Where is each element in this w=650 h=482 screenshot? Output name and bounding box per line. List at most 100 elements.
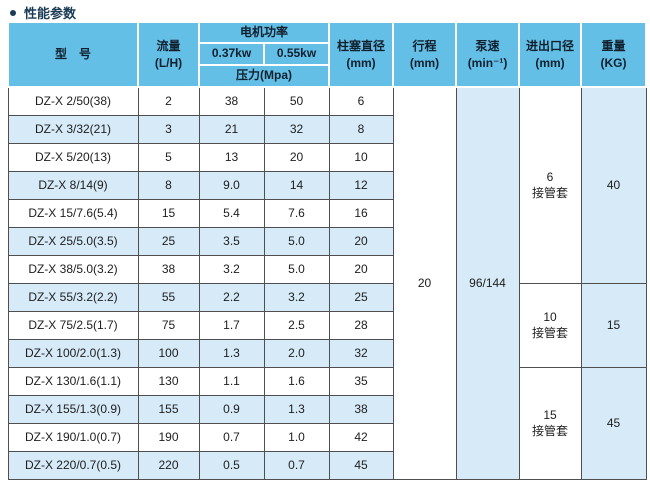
cell-power-037: 0.5: [198, 450, 265, 480]
cell-plunger: 20: [328, 226, 394, 256]
header-stroke: 行程 (mm): [392, 21, 458, 88]
header-flow-line1: 流量: [156, 39, 181, 54]
cell-power-037: 0.7: [198, 422, 265, 452]
cell-power-037: 3.2: [198, 254, 265, 284]
cell-power-037: 21: [198, 114, 265, 144]
header-power-037: 0.37kw: [198, 42, 265, 66]
cell-weight-group-3: 45: [580, 366, 647, 480]
table-header: 型 号 流量 (L/H) 电机功率 柱塞直径 (mm) 行程 (mm) 泵速 (…: [7, 21, 648, 88]
cell-power-037: 38: [198, 86, 265, 116]
header-plunger-line2: (mm): [346, 55, 376, 70]
cell-power-055: 3.2: [263, 282, 330, 312]
cell-power-037: 3.5: [198, 226, 265, 256]
cell-plunger: 42: [328, 422, 394, 452]
cell-port-group-3: 15 接管套: [518, 366, 582, 480]
cell-power-055: 5.0: [263, 254, 330, 284]
cell-flow: 3: [137, 114, 200, 144]
cell-model: DZ-X 38/5.0(3.2): [7, 254, 139, 284]
header-motor-power: 电机功率: [197, 21, 331, 44]
cell-flow: 8: [137, 170, 200, 200]
port-label: 接管套: [532, 424, 569, 438]
cell-plunger: 8: [328, 114, 394, 144]
table-row: DZ-X 38/5.0(3.2) 38 3.2 5.0 20: [7, 254, 646, 284]
header-port-diameter: 进出口径 (mm): [518, 21, 583, 88]
section-title: 性能参数: [10, 3, 76, 22]
table-row: DZ-X 8/14(9) 8 9.0 14 12: [7, 170, 646, 200]
cell-plunger: 45: [328, 450, 394, 480]
bullet-icon: [10, 9, 16, 16]
cell-flow: 55: [137, 282, 200, 312]
header-row-3: 压力(Mpa): [8, 64, 646, 88]
table-row: DZ-X 100/2.0(1.3) 100 1.3 2.0 32: [7, 338, 646, 368]
cell-flow: 155: [137, 394, 200, 424]
header-pump-speed: 泵速 (min⁻¹): [455, 21, 521, 88]
section-title-text: 性能参数: [24, 6, 77, 21]
cell-power-037: 13: [198, 142, 265, 172]
cell-flow: 100: [137, 338, 200, 368]
cell-power-037: 5.4: [198, 198, 265, 228]
cell-plunger: 35: [328, 366, 394, 396]
cell-model: DZ-X 25/5.0(3.5): [7, 226, 139, 256]
table-row: DZ-X 155/1.3(0.9) 155 0.9 1.3 38: [7, 394, 646, 424]
cell-weight-group-1: 40: [580, 86, 647, 284]
cell-port-group-1: 6 接管套: [518, 86, 582, 284]
cell-plunger: 12: [328, 170, 394, 200]
table-row: DZ-X 220/0.7(0.5) 220 0.5 0.7 45: [7, 450, 646, 480]
table-row: DZ-X 190/1.0(0.7) 190 0.7 1.0 42: [7, 422, 646, 452]
header-row-2: 0.37kw 0.55kw: [8, 42, 646, 66]
cell-model: DZ-X 130/1.6(1.1): [7, 366, 139, 396]
cell-port-group-2: 10 接管套: [518, 282, 582, 368]
cell-flow: 15: [137, 198, 200, 228]
cell-flow: 220: [137, 450, 200, 480]
cell-model: DZ-X 75/2.5(1.7): [7, 310, 139, 340]
header-stroke-line1: 行程: [412, 39, 437, 54]
header-port-line2: (mm): [535, 55, 565, 70]
cell-power-037: 1.7: [198, 310, 265, 340]
cell-model: DZ-X 3/32(21): [7, 114, 139, 144]
cell-weight-group-2: 15: [580, 282, 647, 368]
cell-model: DZ-X 8/14(9): [7, 170, 139, 200]
port-label: 接管套: [532, 326, 569, 340]
cell-plunger: 32: [328, 338, 394, 368]
header-flow: 流量 (L/H): [137, 21, 200, 88]
header-model: 型 号: [7, 21, 139, 88]
table-row: DZ-X 3/32(21) 3 21 32 8: [7, 114, 646, 144]
cell-flow: 130: [137, 366, 200, 396]
cell-power-055: 0.7: [263, 450, 330, 480]
header-speed-line1: 泵速: [475, 39, 500, 54]
cell-power-055: 14: [263, 170, 330, 200]
table-row: DZ-X 55/3.2(2.2) 55 2.2 3.2 25 10 接管套 15: [7, 282, 647, 368]
header-flow-line2: (L/H): [154, 55, 183, 70]
port-size: 6: [546, 170, 554, 185]
cell-power-055: 20: [263, 142, 330, 172]
cell-flow: 75: [137, 310, 200, 340]
cell-model: DZ-X 190/1.0(0.7): [7, 422, 139, 452]
cell-power-055: 32: [263, 114, 330, 144]
cell-flow: 2: [137, 86, 200, 116]
cell-power-055: 2.0: [263, 338, 330, 368]
table-body: DZ-X 2/50(38) 2 38 50 6 20 96/144 6 接管套 …: [7, 86, 647, 480]
cell-plunger: 38: [328, 394, 394, 424]
table-row: DZ-X 75/2.5(1.7) 75 1.7 2.5 28: [7, 310, 646, 340]
header-stroke-line2: (mm): [409, 55, 440, 70]
header-weight-line2: (KG): [600, 55, 627, 70]
cell-flow: 25: [137, 226, 200, 256]
cell-plunger: 10: [328, 142, 394, 172]
cell-plunger: 6: [328, 86, 394, 116]
port-size: 15: [543, 407, 557, 422]
header-speed-line2: (min⁻¹): [467, 55, 508, 70]
cell-power-037: 0.9: [198, 394, 265, 424]
header-row-1: 型 号 流量 (L/H) 电机功率 柱塞直径 (mm) 行程 (mm) 泵速 (…: [7, 21, 648, 88]
table-row: DZ-X 2/50(38) 2 38 50 6 20 96/144 6 接管套 …: [7, 86, 647, 480]
cell-power-055: 7.6: [263, 198, 330, 228]
header-power-055: 0.55kw: [262, 42, 331, 66]
cell-plunger: 20: [328, 254, 394, 284]
spec-table: 型 号 流量 (L/H) 电机功率 柱塞直径 (mm) 行程 (mm) 泵速 (…: [7, 21, 648, 480]
cell-power-055: 5.0: [263, 226, 330, 256]
cell-model: DZ-X 5/20(13): [7, 142, 139, 172]
cell-model: DZ-X 155/1.3(0.9): [7, 394, 139, 424]
cell-model: DZ-X 55/3.2(2.2): [7, 282, 139, 312]
port-label: 接管套: [532, 186, 569, 201]
cell-power-055: 1.0: [263, 422, 330, 452]
